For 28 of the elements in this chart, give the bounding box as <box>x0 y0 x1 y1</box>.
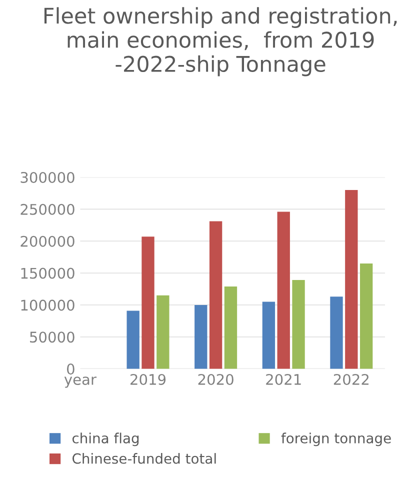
chart-title: Fleet ownership and registration, main economies, from 2019 -2022-ship Tonnage <box>44 7 397 76</box>
bar <box>156 295 170 369</box>
x-tick-label: 2020 <box>198 374 234 385</box>
bar <box>345 190 358 369</box>
y-tick-label: 100000 <box>21 300 74 311</box>
legend-label: foreign tonnage <box>281 432 391 446</box>
x-tick-label: 2022 <box>334 374 369 385</box>
bar <box>194 304 208 369</box>
y-tick-label: 150000 <box>21 268 74 279</box>
bar <box>224 286 238 369</box>
legend-label: Chinese-funded total <box>72 453 216 464</box>
bar <box>360 263 373 369</box>
bar <box>209 221 222 369</box>
y-tick-label: 50000 <box>30 332 74 343</box>
bar <box>142 236 154 369</box>
bar <box>126 310 140 369</box>
y-tick-label: 250000 <box>20 204 74 215</box>
bar <box>262 302 276 369</box>
x-tick-label: 2019 <box>130 374 166 385</box>
legend-label: china flag <box>72 432 139 446</box>
bar <box>292 280 305 369</box>
y-tick-label: 0 <box>67 364 74 375</box>
bar <box>330 296 343 369</box>
x-tick-label: year <box>64 376 96 388</box>
y-tick-label: 300000 <box>20 172 74 183</box>
y-tick-label: 200000 <box>20 236 74 247</box>
bar <box>277 212 290 369</box>
x-tick-label: 2021 <box>266 374 301 385</box>
